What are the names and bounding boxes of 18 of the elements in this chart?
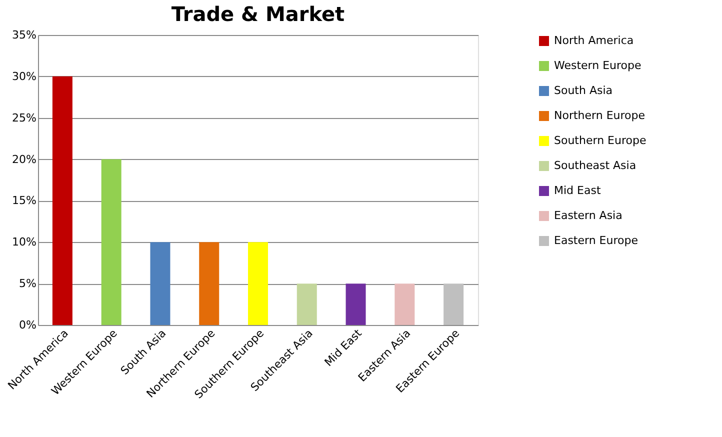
legend-label: Mid East (554, 184, 602, 197)
y-tick-label: 10% (12, 236, 36, 249)
legend-label: Western Europe (554, 59, 642, 72)
y-tick-label: 35% (12, 28, 36, 42)
legend-label: South Asia (554, 84, 613, 97)
y-tick-label: 5% (19, 277, 36, 290)
chart-title: Trade & Market (171, 2, 346, 26)
y-tick-label: 0% (19, 318, 36, 332)
legend-label: North America (554, 34, 634, 47)
y-tick-label: 20% (12, 152, 36, 166)
legend-label: Eastern Europe (554, 234, 638, 247)
y-tick-label: 30% (12, 70, 36, 83)
legend-label: Southeast Asia (554, 159, 636, 172)
legend-label: Northern Europe (554, 109, 646, 122)
y-tick-label: 25% (12, 111, 36, 124)
legend-label: Southern Europe (554, 134, 646, 147)
legend-label: Eastern Asia (554, 209, 622, 222)
y-tick-label: 15% (12, 194, 36, 208)
